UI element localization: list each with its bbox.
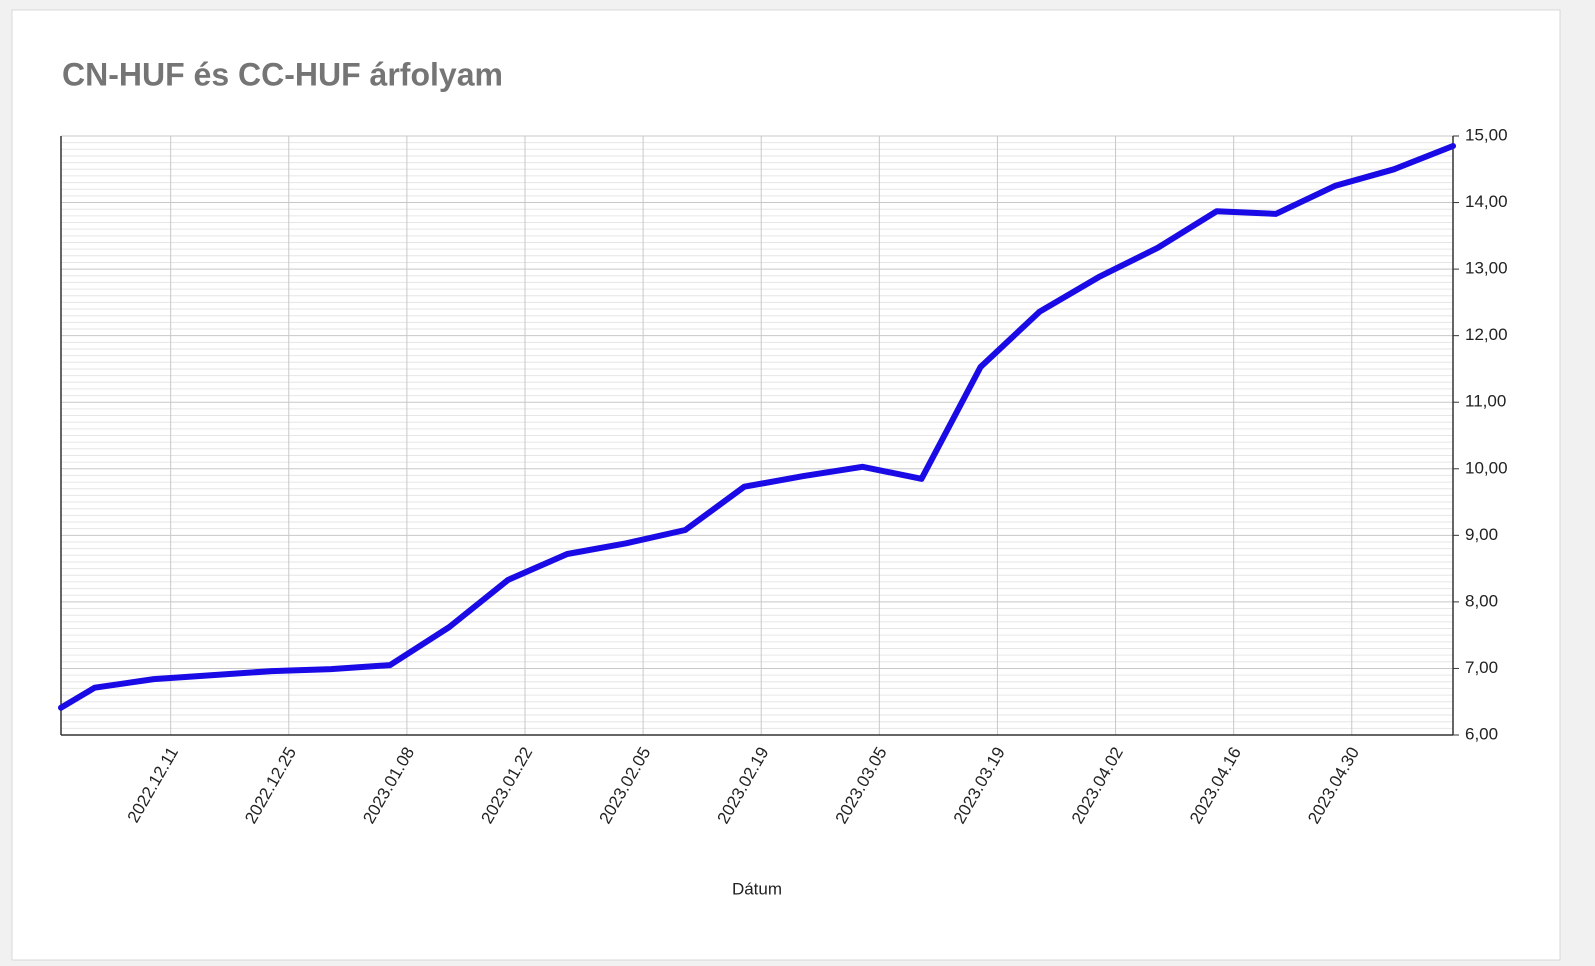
y-tick-label: 10,00 <box>1465 458 1508 477</box>
y-tick-label: 6,00 <box>1465 724 1498 743</box>
y-tick-label: 15,00 <box>1465 125 1508 144</box>
chart-title: CN-HUF és CC-HUF árfolyam <box>62 56 503 92</box>
y-tick-label: 7,00 <box>1465 658 1498 677</box>
y-tick-label: 14,00 <box>1465 192 1508 211</box>
y-tick-label: 9,00 <box>1465 525 1498 544</box>
y-tick-label: 11,00 <box>1465 392 1506 411</box>
x-axis-label: Dátum <box>732 879 782 898</box>
y-tick-label: 12,00 <box>1465 325 1508 344</box>
chart-card <box>11 9 1561 961</box>
y-tick-label: 8,00 <box>1465 591 1498 610</box>
y-tick-label: 13,00 <box>1465 259 1508 278</box>
data-line <box>58 143 1456 711</box>
